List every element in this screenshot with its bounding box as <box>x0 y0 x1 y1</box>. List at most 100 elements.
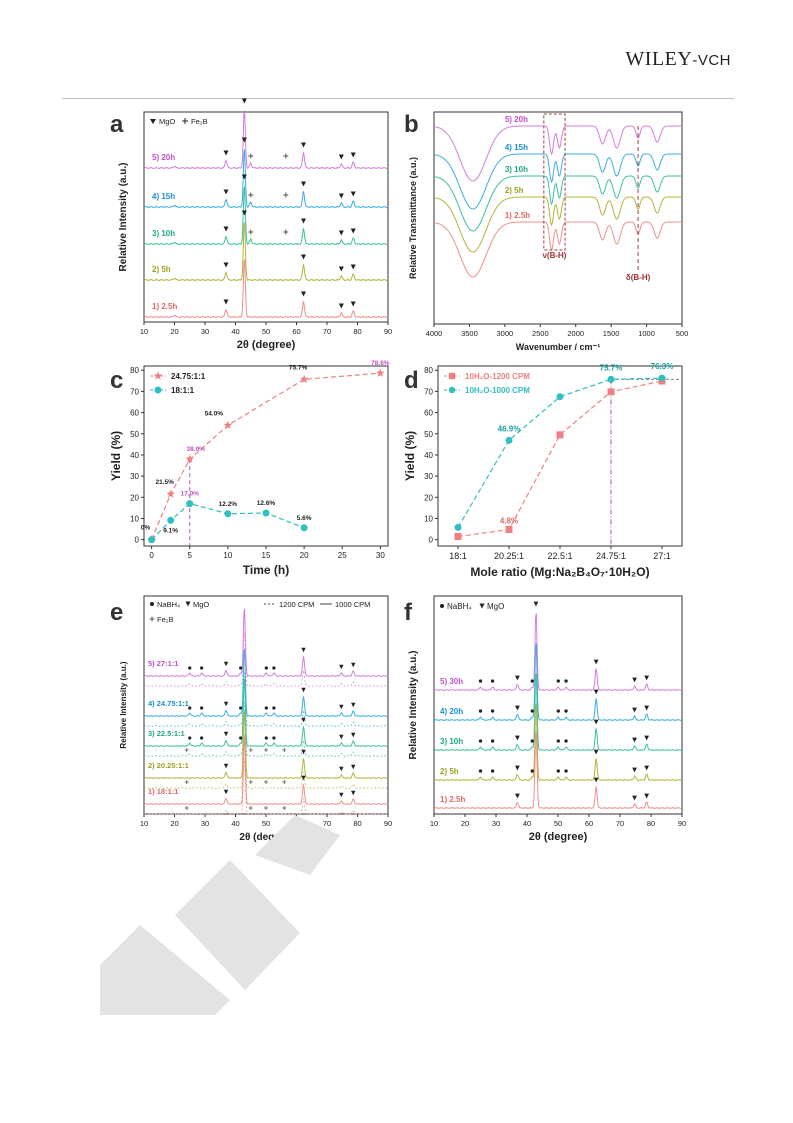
nabh4-peak-marker <box>490 739 495 743</box>
nabh4-peak-marker <box>200 666 204 670</box>
nabh4-peak-marker <box>188 666 192 670</box>
figure-panel-c: c 0 5 10 15 20 25 30 0 10 20 30 40 50 60 70 80 Time (h) Yi… <box>108 360 398 592</box>
nabh4-peak-marker <box>530 709 534 713</box>
mgo-peak-marker <box>223 150 229 156</box>
yield-data-point <box>224 510 232 518</box>
xrd-trace <box>433 703 683 782</box>
mgo-peak-marker <box>593 719 599 725</box>
yield-data-label: 46.9% <box>498 424 521 433</box>
chart-svg: a 10 20 30 40 50 60 70 80 90 2θ (degree) Relative I… <box>110 98 392 351</box>
y-tick-label: 50 <box>424 430 433 439</box>
x-tick-label: 4000 <box>426 329 443 338</box>
nabh4-peak-marker <box>564 679 568 683</box>
yield-data-label: 9.1% <box>163 527 178 534</box>
mgo-peak-marker <box>593 659 599 665</box>
legend-mgo-marker <box>150 119 156 124</box>
panel-letter-d: d <box>404 367 419 394</box>
yield-data-label: 78.6% <box>371 360 390 367</box>
nabh4-peak-marker <box>264 706 268 710</box>
x-tick-label: 90 <box>384 819 392 828</box>
nabh4-peak-marker <box>478 769 483 773</box>
yield-data-label: 38.0% <box>187 446 206 453</box>
nabh4-peak-marker <box>239 706 243 710</box>
yield-data-point <box>299 374 309 383</box>
nabh4-peak-marker <box>564 709 568 713</box>
figure-panel-b: b 4000 3500 3000 2500 2000 1500 1000 500 Wavenumb… <box>402 104 692 354</box>
x-tick-label: 22.5:1 <box>547 551 572 561</box>
yield-series-line <box>151 502 305 541</box>
fe2b-peak-marker <box>283 153 289 159</box>
yield-series-line <box>457 377 663 528</box>
series-label: 4) 15h <box>505 143 528 152</box>
y-tick-label: 40 <box>130 451 139 460</box>
mgo-peak-marker <box>338 193 344 199</box>
y-tick-label: 80 <box>130 366 139 375</box>
x-tick-label: 60 <box>585 819 593 828</box>
mgo-peak-marker <box>632 767 637 773</box>
x-axis-label: 2θ (degree) <box>239 832 292 843</box>
series-label: 2) 5h <box>505 186 524 195</box>
nabh4-peak-marker <box>478 709 483 713</box>
series-label: 1) 18:1:1 <box>148 787 178 796</box>
x-tick-label: 50 <box>262 327 270 336</box>
y-tick-label: 70 <box>424 387 433 396</box>
x-tick-label: 27:1 <box>653 551 671 561</box>
x-axis-label: 2θ (degree) <box>529 831 588 843</box>
x-tick-label: 30 <box>201 327 209 336</box>
fe2b-peak-marker <box>283 229 289 235</box>
yield-data-point <box>300 524 308 532</box>
x-tick-label: 24.75:1 <box>596 551 626 561</box>
bh-stretch-box <box>543 113 566 251</box>
yield-data-point <box>658 374 666 382</box>
mgo-peak-marker <box>351 764 356 770</box>
x-tick-label: 80 <box>647 819 655 828</box>
mgo-peak-marker <box>632 707 637 713</box>
panel-letter-e: e <box>110 599 123 626</box>
x-tick-label: 18:1 <box>449 551 467 561</box>
mgo-peak-marker <box>338 303 344 309</box>
y-tick-label: 0 <box>429 536 434 545</box>
nabh4-peak-marker <box>188 736 192 740</box>
mgo-peak-marker <box>223 701 229 707</box>
nabh4-peak-marker <box>200 706 204 710</box>
x-tick-label: 3000 <box>497 329 514 338</box>
chart-svg: c 0 5 10 15 20 25 30 0 10 20 30 40 50 60 70 80 Time (h) Yi… <box>109 360 390 577</box>
legend-label: 24.75:1:1 <box>171 372 206 381</box>
mgo-peak-marker <box>223 763 229 769</box>
x-tick-label: 10 <box>430 819 438 828</box>
legend-mgo-marker <box>479 603 485 609</box>
x-tick-label: 30 <box>376 551 385 560</box>
y-tick-label: 20 <box>130 493 139 502</box>
mgo-peak-marker <box>223 789 229 795</box>
yield-data-label: 12.6% <box>257 500 276 507</box>
logo-wiley: WILEY <box>625 48 693 70</box>
mgo-peak-marker <box>350 228 356 234</box>
x-axis-label: Time (h) <box>243 563 289 577</box>
nabh4-peak-marker <box>264 666 268 670</box>
nabh4-peak-marker <box>239 736 243 740</box>
series-label: 3) 10h <box>505 165 528 174</box>
mgo-peak-marker <box>351 702 356 708</box>
mgo-peak-marker <box>514 765 520 771</box>
x-axis-label: Mole ratio (Mg:Na₂B₄O₇·10H₂O) <box>470 565 649 579</box>
legend-fe2b-label: Fe₂B <box>157 615 174 624</box>
mgo-peak-marker <box>350 191 356 197</box>
fe2b-peak-marker <box>184 780 189 784</box>
panel-letter-a: a <box>110 111 124 138</box>
chart-svg: f 10 20 30 40 50 60 70 80 90 2θ (degree) Relative I… <box>404 595 686 843</box>
xrd-trace-1200 <box>143 672 389 727</box>
mgo-peak-marker <box>241 210 247 216</box>
legend-nabh4-marker <box>150 602 154 606</box>
nabh4-peak-marker <box>478 739 483 743</box>
plot-frame <box>433 595 683 815</box>
mgo-peak-marker <box>301 749 306 755</box>
x-tick-label: 5 <box>188 551 193 560</box>
mgo-peak-marker <box>351 662 356 668</box>
mgo-peak-marker <box>339 704 344 710</box>
y-axis-label: Relative Intensity (a.u.) <box>118 163 129 272</box>
mgo-peak-marker <box>301 775 306 781</box>
x-tick-label: 0 <box>149 551 154 560</box>
nabh4-peak-marker <box>556 769 560 773</box>
mgo-peak-marker <box>593 689 599 695</box>
x-tick-label: 3500 <box>461 329 478 338</box>
